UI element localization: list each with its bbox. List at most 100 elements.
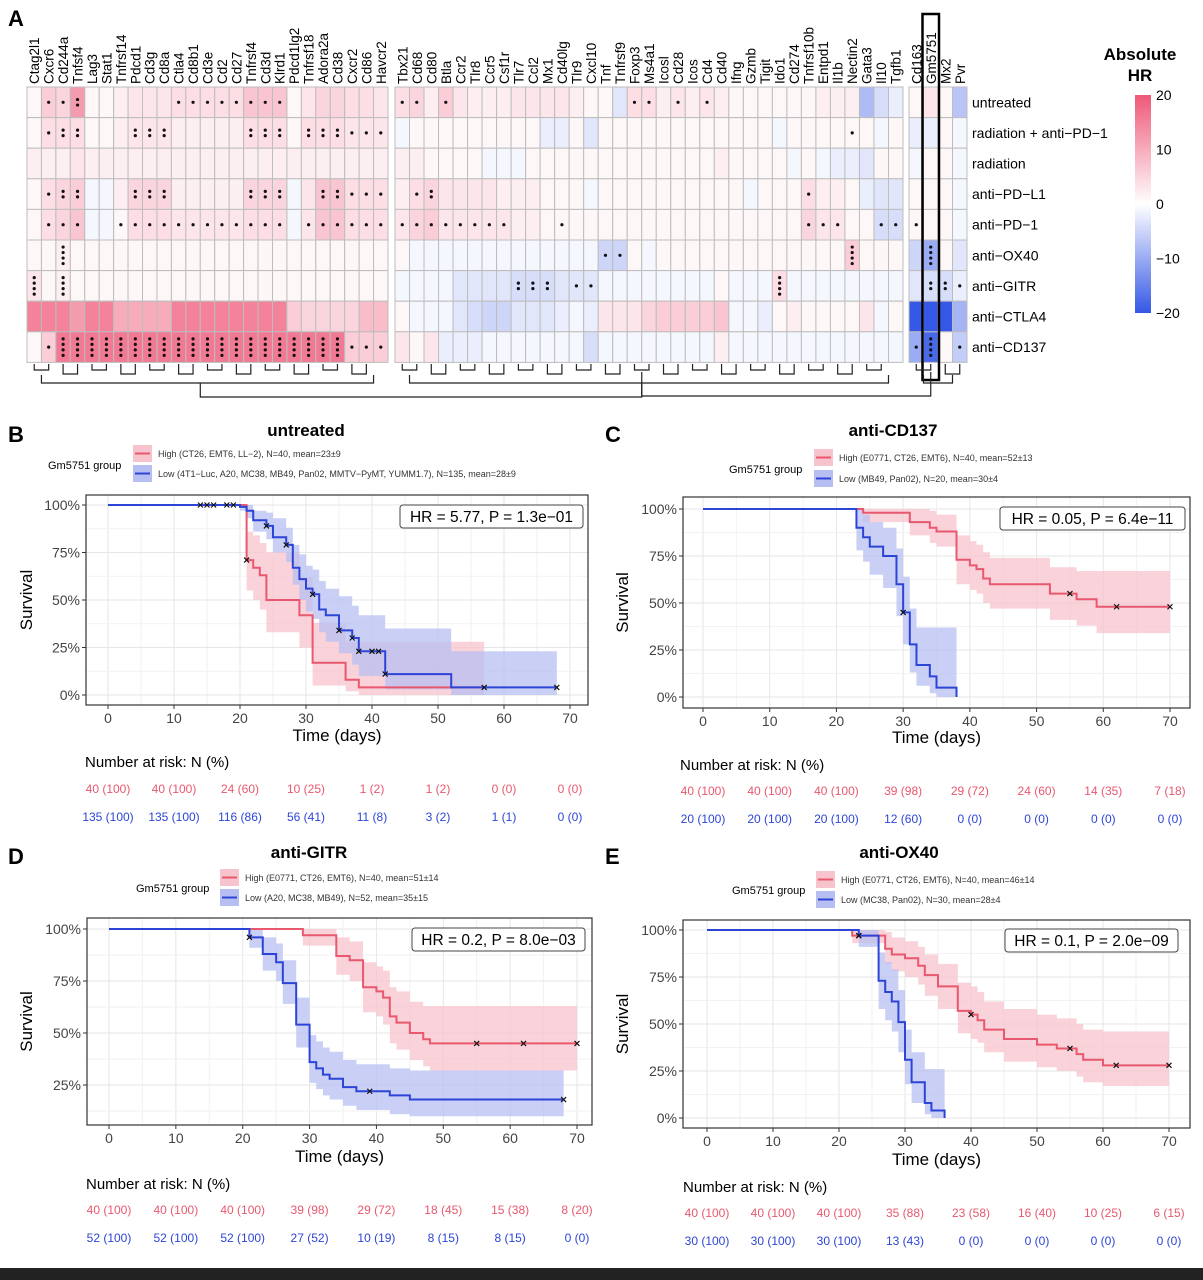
heatmap-cell [612, 270, 628, 302]
heatmap-cell [641, 117, 657, 149]
heatmap-cell [713, 331, 730, 363]
significance-dot [148, 189, 152, 193]
heatmap-cell [858, 178, 875, 210]
heatmap-cell [923, 270, 939, 302]
risk-table-cell: 29 (72) [357, 1203, 395, 1217]
heatmap-cell [844, 239, 860, 272]
gene-label: Cd274 [787, 44, 802, 84]
risk-table-cell: 0 (0) [492, 782, 517, 796]
heatmap-cell [597, 270, 614, 302]
heatmap-cell [199, 331, 216, 363]
colorbar [1135, 95, 1151, 313]
significance-dot [148, 337, 152, 341]
heatmap-cell [84, 117, 100, 149]
heatmap-cell [597, 208, 614, 241]
censor-mark [382, 671, 389, 678]
heatmap-cell [98, 331, 115, 363]
heatmap-cell [713, 239, 730, 272]
heatmap-cell [394, 147, 411, 180]
heatmap-cell [626, 208, 643, 241]
heatmap-cell [742, 178, 759, 210]
significance-dot [958, 284, 962, 288]
significance-dot [618, 253, 622, 257]
y-axis-label: Survival [613, 572, 632, 632]
significance-dot [914, 345, 918, 349]
heatmap-cell [510, 239, 527, 272]
panel-label-a: A [8, 6, 24, 31]
risk-table-cell: 24 (60) [221, 782, 259, 796]
panel-title: untreated [267, 421, 344, 440]
significance-dot [162, 353, 166, 357]
heatmap-cell [156, 147, 172, 180]
y-tick-label: 50% [649, 1016, 677, 1032]
dendrogram-branch [641, 372, 932, 397]
heatmap-cell [257, 117, 273, 149]
heatmap-cell [568, 331, 585, 363]
hr-annotation: HR = 0.2, P = 8.0e−03 [421, 932, 575, 949]
dendrogram-branch [199, 383, 643, 398]
heatmap-cell [554, 270, 570, 302]
x-tick-label: 10 [168, 1130, 184, 1146]
significance-dot [879, 223, 883, 227]
heatmap-cell [583, 178, 599, 210]
heatmap-cell [786, 331, 802, 363]
heatmap-cell [583, 239, 599, 272]
risk-table-cell: 40 (100) [220, 1203, 265, 1217]
risk-table-cell: 39 (98) [291, 1203, 329, 1217]
heatmap-cell [438, 239, 454, 272]
gene-label: Ms4a1 [642, 43, 657, 84]
x-tick-label: 0 [104, 710, 112, 726]
heatmap-cell [156, 178, 172, 210]
censor-mark [855, 932, 862, 939]
gene-label: Il10 [874, 62, 889, 84]
significance-dot [61, 287, 65, 291]
heatmap-cell [728, 86, 744, 119]
significance-dot [119, 348, 123, 352]
dendrogram-branch [779, 364, 795, 375]
heatmap-cell [829, 331, 846, 363]
significance-dot [47, 131, 51, 135]
heatmap-cell [684, 147, 701, 180]
heatmap-cell [952, 147, 968, 180]
heatmap-cell [373, 86, 389, 119]
heatmap-cell [829, 178, 846, 210]
heatmap-cell [257, 147, 273, 180]
dendrogram-branch [408, 375, 890, 384]
heatmap-cell [40, 300, 57, 333]
heatmap-cell [844, 331, 860, 363]
heatmap-cell [757, 117, 773, 149]
heatmap-cell [684, 331, 701, 363]
heatmap-cell [539, 239, 556, 272]
heatmap-cell [423, 178, 440, 210]
significance-dot [603, 253, 608, 257]
heatmap-cell [127, 147, 144, 180]
heatmap-cell [185, 239, 201, 272]
heatmap-cell [127, 117, 144, 149]
significance-dot [263, 223, 267, 227]
heatmap-cell [214, 117, 230, 149]
row-label: anti−PD−1 [972, 217, 1038, 233]
heatmap-cell [539, 208, 556, 241]
significance-dot [104, 353, 109, 357]
significance-dot [75, 134, 80, 138]
significance-dot [321, 337, 325, 341]
x-tick-label: 60 [1095, 713, 1111, 729]
significance-dot [75, 223, 80, 227]
heatmap-cell [525, 147, 541, 180]
hr-box [411, 927, 586, 952]
censor-mark [197, 502, 204, 508]
significance-dot [836, 223, 840, 227]
significance-dot [177, 348, 181, 352]
heatmap-cell [199, 117, 216, 149]
heatmap-cell [655, 86, 672, 119]
heatmap-cell [568, 208, 585, 241]
hr-box [399, 504, 584, 529]
heatmap-cell [568, 117, 585, 149]
gene-label: Ifng [729, 61, 744, 84]
heatmap-cell [84, 239, 100, 272]
heatmap-cell [185, 117, 201, 149]
gene-label: Pdcd1lg2 [287, 28, 302, 84]
risk-table-cell: 0 (0) [958, 812, 983, 826]
